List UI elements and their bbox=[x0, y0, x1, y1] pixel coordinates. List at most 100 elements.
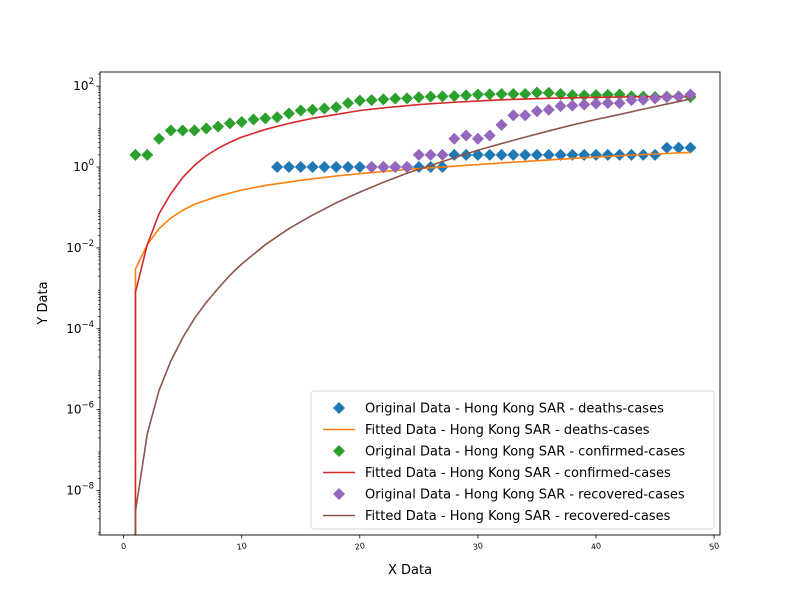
y-tick-label-base: 10 bbox=[66, 241, 81, 255]
data-point bbox=[294, 104, 307, 117]
data-point bbox=[424, 90, 437, 103]
data-point bbox=[637, 93, 650, 106]
y-tick-label-base: 10 bbox=[66, 403, 81, 417]
y-tick-label-base: 10 bbox=[66, 322, 81, 336]
x-axis-label: X Data bbox=[388, 563, 432, 578]
x-axis: 0 10 20 30 40 50 bbox=[120, 535, 720, 552]
data-point bbox=[660, 91, 673, 104]
data-point bbox=[530, 86, 543, 99]
data-point bbox=[247, 113, 260, 126]
data-point bbox=[377, 161, 390, 174]
data-point bbox=[519, 109, 532, 122]
x-tick-label: 10 bbox=[236, 541, 248, 552]
data-point bbox=[353, 94, 366, 107]
data-point bbox=[330, 101, 343, 114]
x-tick-label: 30 bbox=[472, 541, 484, 552]
y-tick-label-exponent: −8 bbox=[81, 482, 94, 492]
series-line-3 bbox=[134, 95, 691, 535]
x-tick-label: 0 bbox=[120, 542, 127, 552]
data-point bbox=[495, 148, 508, 161]
data-point bbox=[601, 148, 614, 161]
x-tick-label: 40 bbox=[590, 541, 602, 552]
data-point bbox=[471, 88, 484, 101]
data-point bbox=[223, 117, 236, 130]
y-tick-label-exponent: −2 bbox=[81, 239, 94, 249]
data-point bbox=[282, 161, 295, 174]
data-point bbox=[649, 92, 662, 105]
data-point bbox=[436, 148, 449, 161]
legend-box bbox=[310, 390, 715, 530]
data-point bbox=[412, 91, 425, 104]
data-point bbox=[460, 129, 473, 142]
data-point bbox=[401, 92, 414, 105]
data-point bbox=[389, 161, 402, 174]
data-point bbox=[377, 93, 390, 106]
data-point bbox=[530, 105, 543, 118]
y-tick-label-exponent: −6 bbox=[81, 401, 94, 411]
y-tick-label: 10−4 bbox=[66, 320, 94, 336]
data-point bbox=[483, 148, 496, 161]
data-point bbox=[153, 132, 166, 145]
data-point bbox=[460, 89, 473, 102]
data-point bbox=[578, 98, 591, 111]
data-point bbox=[282, 107, 295, 120]
data-point bbox=[294, 161, 307, 174]
data-point bbox=[542, 103, 555, 116]
data-point bbox=[200, 122, 213, 135]
y-tick-label-base: 10 bbox=[66, 484, 81, 498]
y-tick-label-base: 10 bbox=[73, 79, 88, 93]
data-point bbox=[519, 148, 532, 161]
legend-entry-label: Fitted Data - Hong Kong SAR - confirmed-… bbox=[365, 466, 671, 481]
data-point bbox=[365, 161, 378, 174]
data-point bbox=[318, 102, 331, 115]
data-point bbox=[566, 99, 579, 112]
data-point bbox=[164, 124, 177, 137]
data-point bbox=[625, 94, 638, 107]
data-point bbox=[684, 88, 697, 101]
y-tick-label-exponent: 2 bbox=[89, 77, 94, 87]
data-point bbox=[342, 97, 354, 110]
series-line-1 bbox=[134, 151, 691, 535]
data-point bbox=[259, 112, 272, 125]
data-point bbox=[613, 97, 626, 110]
legend-entry-label: Fitted Data - Hong Kong SAR - recovered-… bbox=[365, 509, 671, 524]
data-point bbox=[554, 148, 567, 161]
data-point bbox=[460, 148, 473, 161]
plot-frame bbox=[99, 71, 721, 536]
data-point bbox=[330, 161, 343, 174]
y-tick-label: 10−8 bbox=[66, 482, 94, 498]
data-point bbox=[684, 141, 697, 154]
legend-marker-swatch bbox=[333, 488, 345, 500]
data-point bbox=[318, 161, 331, 174]
legend-marker-swatch bbox=[333, 402, 345, 414]
series-layer bbox=[129, 86, 697, 535]
data-point bbox=[542, 86, 555, 99]
y-tick-label: 10−2 bbox=[66, 239, 94, 255]
data-point bbox=[389, 92, 402, 105]
data-point bbox=[436, 90, 449, 103]
data-point bbox=[188, 124, 201, 137]
y-tick-label: 10−6 bbox=[66, 401, 94, 417]
x-tick-label: 20 bbox=[354, 541, 366, 552]
data-point bbox=[649, 148, 662, 161]
data-point bbox=[519, 87, 532, 100]
y-tick-label-exponent: 0 bbox=[89, 158, 94, 168]
data-point bbox=[448, 132, 461, 145]
data-point bbox=[365, 94, 378, 107]
data-point bbox=[507, 148, 520, 161]
data-point bbox=[141, 148, 154, 161]
y-tick-label: 100 bbox=[73, 158, 94, 174]
data-point bbox=[601, 97, 614, 110]
series-line-5 bbox=[134, 98, 691, 535]
data-point bbox=[554, 87, 567, 100]
data-point bbox=[176, 124, 189, 137]
y-tick-label-exponent: −4 bbox=[81, 320, 94, 330]
data-point bbox=[401, 161, 414, 174]
data-point bbox=[613, 148, 626, 161]
y-tick-label-base: 10 bbox=[73, 160, 88, 174]
y-axis-label: Y Data bbox=[36, 281, 51, 325]
data-point bbox=[495, 118, 508, 131]
